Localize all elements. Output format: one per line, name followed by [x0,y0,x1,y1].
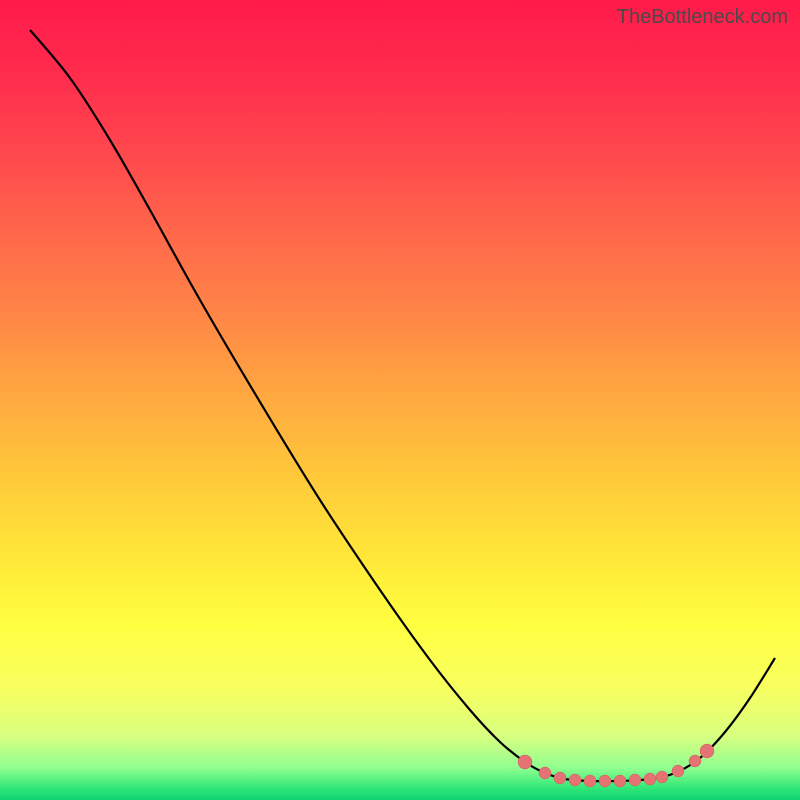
gradient-background [0,0,800,800]
bottleneck-chart: TheBottleneck.com [0,0,800,800]
marker-dot [569,774,581,786]
marker-dot [689,755,701,767]
marker-dot [644,773,656,785]
marker-dot [554,772,566,784]
watermark-text: TheBottleneck.com [617,6,788,29]
marker-dot [614,775,626,787]
marker-dot [599,775,611,787]
marker-dot [518,755,532,769]
marker-dot [672,765,684,777]
marker-dot [700,744,714,758]
marker-dot [539,767,551,779]
marker-dot [584,775,596,787]
chart-svg [0,0,800,800]
marker-dot [629,774,641,786]
marker-dot [656,771,668,783]
